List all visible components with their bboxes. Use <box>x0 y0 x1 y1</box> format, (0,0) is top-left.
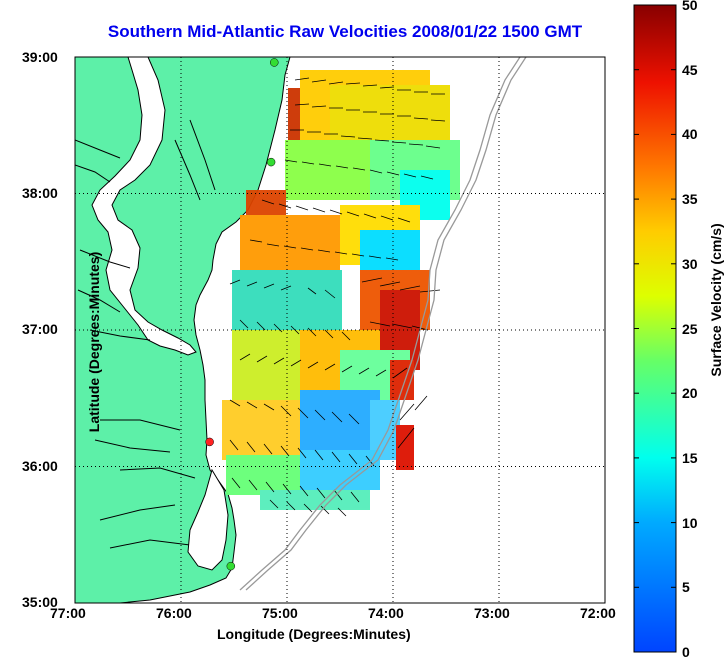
colorbar-tick-label: 20 <box>682 385 698 402</box>
pamlico-sound <box>187 468 229 571</box>
colorbar-tick-label: 30 <box>682 255 698 272</box>
y-tick-label: 38:00 <box>22 185 58 201</box>
bathymetry-contours <box>239 57 527 591</box>
map-title: Southern Mid-Atlantic Raw Velocities 200… <box>107 22 583 41</box>
colorbar-tick-label: 45 <box>682 61 698 78</box>
y-tick-label: 39:00 <box>22 49 58 65</box>
x-tick-label: 75:00 <box>262 605 298 621</box>
colorbar-tick-label: 10 <box>682 514 698 531</box>
station-delmarva <box>266 157 276 167</box>
x-tick-label: 72:00 <box>580 605 616 621</box>
colorbar-tick-label: 5 <box>682 579 690 596</box>
colorbar <box>633 4 677 653</box>
colorbar-ticks <box>634 4 676 653</box>
colorbar-label: Surface Velocity (cm/s) <box>708 223 724 377</box>
plot-frame <box>74 56 606 604</box>
y-tick-label: 35:00 <box>22 594 58 610</box>
station-cape-henry <box>205 437 214 447</box>
station-north <box>270 58 279 67</box>
y-tick-label: 36:00 <box>22 458 58 474</box>
colorbar-tick-label: 25 <box>682 320 698 337</box>
y-tick-label: 37:00 <box>22 321 58 337</box>
x-tick-label: 76:00 <box>156 605 192 621</box>
velocity-vectors <box>229 77 446 517</box>
colorbar-tick-label: 0 <box>682 644 690 660</box>
x-tick-label: 77:00 <box>50 605 86 621</box>
chesapeake-bay <box>91 57 197 356</box>
grid-lines <box>75 57 605 603</box>
colorbar-tick-label: 35 <box>682 191 698 208</box>
x-tick-label: 73:00 <box>474 605 510 621</box>
colorbar-tick-label: 15 <box>682 449 698 466</box>
colorbar-tick-label: 40 <box>682 126 698 143</box>
station-hatteras <box>226 561 236 571</box>
y-axis-label: Latitude (Degrees:Minutes) <box>86 251 103 433</box>
x-tick-label: 74:00 <box>368 605 404 621</box>
colorbar-tick-label: 50 <box>682 0 698 13</box>
x-axis-label: Longitude (Degrees:Minutes) <box>217 626 411 642</box>
radar-stations <box>205 58 279 571</box>
river-lines <box>75 119 216 549</box>
